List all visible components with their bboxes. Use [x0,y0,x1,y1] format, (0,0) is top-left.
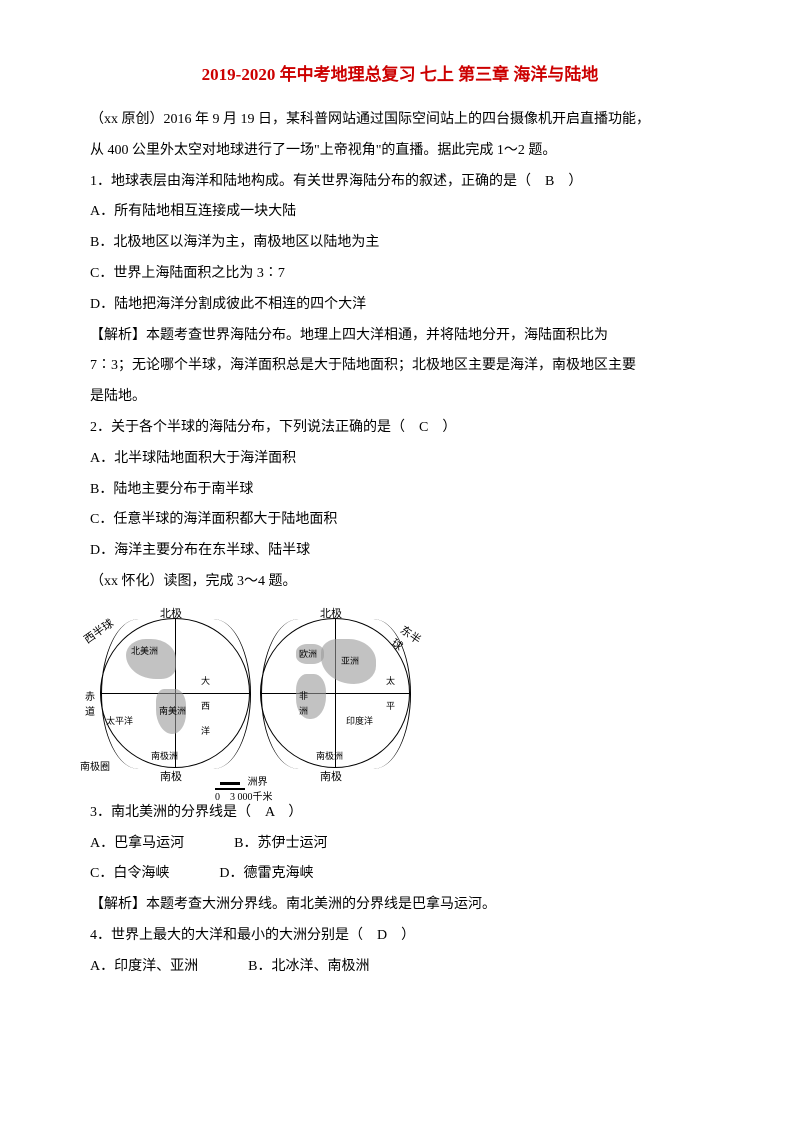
intro-line-2: 从 400 公里外太空对地球进行了一场"上帝视角"的直播。据此完成 1～2 题。 [90,136,710,167]
q1-option-a: A．所有陆地相互连接成一块大陆 [90,197,710,228]
q4-option-b: B．北冰洋、南极洲 [248,952,369,983]
scale-legend: ▬▬ 洲界 0 3 000千米 [215,773,273,803]
q2-option-c: C．任意半球的海洋面积都大于陆地面积 [90,505,710,536]
q3-option-a: A．巴拿马运河 [90,829,184,860]
intro-line-1: （xx 原创）2016 年 9 月 19 日，某科普网站通过国际空间站上的四台摄… [90,105,710,136]
q1-explanation-1: 【解析】本题考查世界海陆分布。地理上四大洋相通，并将陆地分开，海陆面积比为 [90,321,710,352]
q3-option-b: B．苏伊士运河 [234,829,327,860]
question-1: 1．地球表层由海洋和陆地构成。有关世界海陆分布的叙述，正确的是（ B ） [90,167,710,198]
north-pole-label-1: 北极 [160,605,182,621]
antarctic-circle-label: 南极圈 [80,758,110,773]
q3-option-c: C．白令海峡 [90,859,169,890]
south-pole-label-2: 南极 [320,768,342,784]
q1-explanation-2: 7∶3；无论哪个半球，海洋面积总是大于陆地面积；北极地区主要是海洋，南极地区主要 [90,351,710,382]
north-pole-label-2: 北极 [320,605,342,621]
q2-option-a: A．北半球陆地面积大于海洋面积 [90,444,710,475]
eastern-hemisphere-globe: 欧洲 亚洲 非 洲 印度洋 南极洲 太 平 [260,618,410,768]
q1-option-d: D．陆地把海洋分割成彼此不相连的四个大洋 [90,290,710,321]
q1-explanation-3: 是陆地。 [90,382,710,413]
q4-option-a: A．印度洋、亚洲 [90,952,198,983]
q1-option-c: C．世界上海陆面积之比为 3∶7 [90,259,710,290]
western-hemisphere-globe: 北美洲 南美洲 大 西 洋 太平洋 南极洲 [100,618,250,768]
question-3: 3．南北美洲的分界线是（ A ） [90,798,710,829]
q3-option-d: D．德雷克海峡 [219,859,313,890]
q2-option-b: B．陆地主要分布于南半球 [90,475,710,506]
world-map-figure: 北美洲 南美洲 大 西 洋 太平洋 南极洲 欧洲 亚洲 非 洲 印度洋 南极洲 … [90,608,420,788]
q1-option-b: B．北极地区以海洋为主，南极地区以陆地为主 [90,228,710,259]
question-4: 4．世界上最大的大洋和最小的大洲分别是（ D ） [90,921,710,952]
intro-line-3: （xx 怀化）读图，完成 3～4 题。 [90,567,710,598]
q3-explanation: 【解析】本题考查大洲分界线。南北美洲的分界线是巴拿马运河。 [90,890,710,921]
question-2: 2．关于各个半球的海陆分布，下列说法正确的是（ C ） [90,413,710,444]
document-title: 2019-2020 年中考地理总复习 七上 第三章 海洋与陆地 [90,60,710,85]
south-pole-label-1: 南极 [160,768,182,784]
equator-label: 赤道 [85,688,95,718]
q2-option-d: D．海洋主要分布在东半球、陆半球 [90,536,710,567]
